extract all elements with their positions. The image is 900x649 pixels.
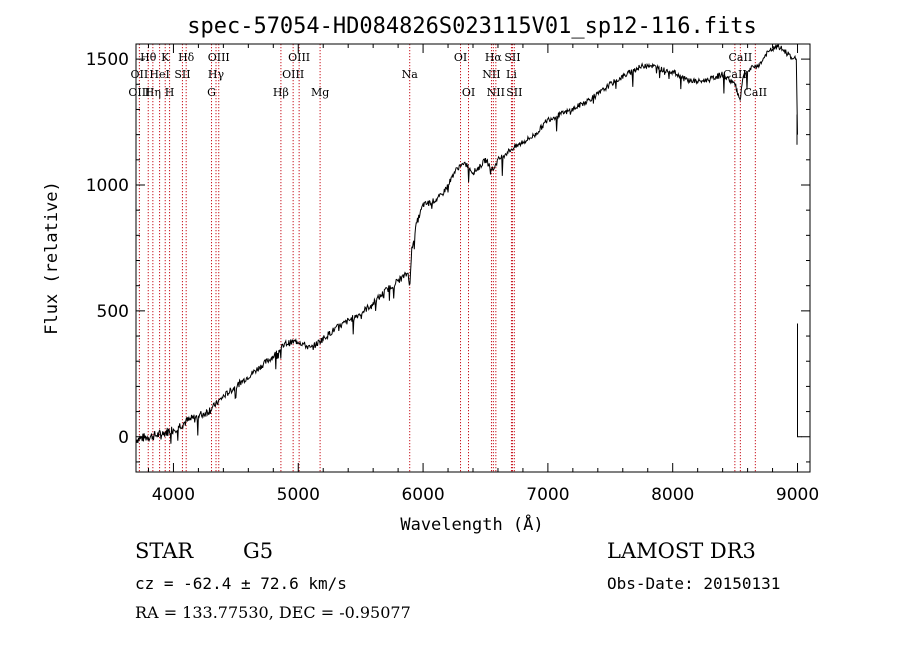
line-label-6: Hδ: [178, 51, 195, 64]
y-tick-label-1: 500: [97, 302, 129, 322]
line-label-14: OIII: [282, 68, 304, 81]
y-tick-label-3: 1500: [86, 50, 129, 70]
x-tick-label-0: 4000: [152, 485, 195, 505]
line-label-10: Hγ: [208, 68, 225, 81]
line-label-7: SII: [174, 68, 190, 81]
plot-frame: [135, 43, 811, 473]
line-label-23: NII: [487, 86, 505, 99]
line-label-22: Li: [506, 68, 517, 81]
line-label-20: SII: [504, 51, 520, 64]
line-label-15: Mg: [311, 86, 329, 99]
emission-line-labels: Hθ OII OIII K HeI Hη Hδ SII H OIII Hγ G Hβ OIII OIII Mg…: [128, 51, 767, 99]
line-label-8: H: [165, 86, 175, 99]
spectrum-line: [135, 43, 802, 444]
line-label-5: Hη: [145, 86, 161, 99]
coordinates: RA = 133.77530, DEC = -0.95077: [135, 603, 411, 622]
line-label-24: SII: [506, 86, 522, 99]
line-label-21: NII: [482, 68, 500, 81]
x-tick-label-4: 8000: [651, 485, 694, 505]
subclass: G5: [243, 539, 274, 563]
x-axis-label: Wavelength (Å): [400, 513, 543, 535]
x-tick-label-2: 6000: [401, 485, 444, 505]
y-tick-label-2: 1000: [86, 176, 129, 196]
line-label-25: CaII: [729, 51, 753, 64]
line-label-17: OI: [454, 51, 467, 64]
line-label-1: OII: [131, 68, 149, 81]
emission-line-markers: [138, 44, 756, 472]
line-label-11: G: [207, 86, 216, 99]
line-label-9: OIII: [208, 51, 230, 64]
obs-date: Obs-Date: 20150131: [607, 574, 781, 593]
line-label-13: OIII: [288, 51, 310, 64]
line-label-27: CaII: [743, 86, 767, 99]
chart-title: spec-57054-HD084826S023115V01_sp12-116.f…: [187, 14, 757, 39]
y-tick-label-0: 0: [118, 428, 129, 448]
x-tick-label-3: 7000: [526, 485, 569, 505]
x-axis-ticks: 4000 5000 6000 7000 8000 9000: [147, 44, 819, 505]
y-axis-label: Flux (relative): [42, 181, 62, 335]
line-label-12: Hβ: [273, 86, 289, 99]
line-label-2: OIII: [128, 86, 150, 99]
object-class: STAR: [135, 539, 194, 563]
line-label-0: Hθ: [140, 51, 157, 64]
line-label-18: OI: [462, 86, 475, 99]
survey-name: LAMOST DR3: [607, 539, 756, 563]
line-label-3: K: [161, 51, 170, 64]
line-label-16: Na: [402, 68, 419, 81]
x-tick-label-1: 5000: [277, 485, 320, 505]
line-label-4: HeI: [149, 68, 169, 81]
velocity: cz = -62.4 ± 72.6 km/s: [135, 574, 347, 593]
y-axis-ticks: 0 500 1000 1500: [86, 50, 810, 463]
line-label-19: Hα: [485, 51, 503, 64]
x-tick-label-5: 9000: [776, 485, 819, 505]
